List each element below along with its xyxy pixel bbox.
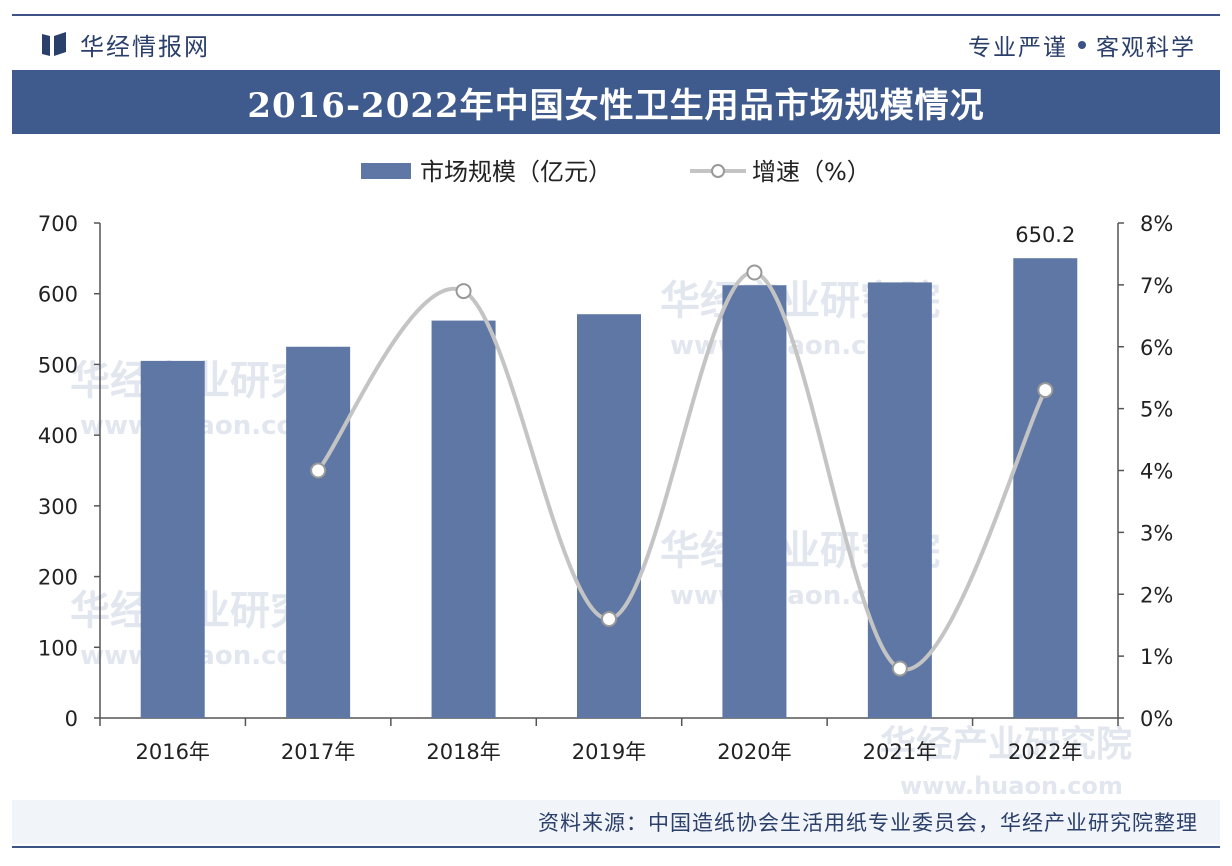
top-divider: [12, 14, 1220, 16]
growth-line-series: [310, 264, 1054, 677]
x-tick-label: 2016年: [135, 740, 209, 764]
right-tick-label: 7%: [1140, 274, 1173, 298]
axes: 0 100 200 300 400 500 600 700 0% 1% 2% 3% 4% 5% 6% 7% 8%…: [38, 212, 1173, 764]
left-tick-label: 200: [38, 566, 78, 590]
x-tick-label: 2021年: [863, 740, 937, 764]
legend-swatch-market-size: [361, 163, 411, 179]
bar: [867, 282, 932, 718]
right-tick-label: 2%: [1140, 583, 1173, 607]
x-tick-label: 2020年: [717, 740, 791, 764]
legend: 市场规模（亿元） 增速（%）: [361, 158, 871, 186]
legend-label-growth: 增速（%）: [752, 158, 871, 186]
left-tick-label: 300: [38, 495, 78, 519]
chart: 华经产业研究院www.huaon.com华经产业研究院www.huaon.com…: [38, 158, 1173, 794]
data-labels: 650.2: [1015, 223, 1075, 247]
bar: [722, 285, 787, 718]
left-tick-label: 400: [38, 424, 78, 448]
growth-point: [601, 611, 617, 627]
bar: [577, 314, 641, 718]
watermark-text: 华经产业研究院: [880, 724, 1132, 765]
left-tick-label: 0: [65, 707, 78, 731]
left-tick-label: 700: [38, 212, 78, 236]
right-tick-label: 8%: [1140, 212, 1173, 236]
growth-point: [310, 462, 327, 479]
x-tick-label: 2017年: [281, 740, 355, 764]
legend-marker-growth: [711, 164, 725, 178]
x-tick-label: 2022年: [1008, 740, 1082, 764]
brand: 华经情报网: [40, 26, 210, 62]
bar: [1013, 258, 1078, 718]
left-tick-label: 600: [38, 283, 78, 307]
right-tick-label: 5%: [1140, 398, 1173, 422]
growth-point: [746, 264, 763, 281]
source-note: 资料来源：中国造纸协会生活用纸专业委员会，华经产业研究院整理: [538, 811, 1198, 835]
slogan-left: 专业严谨: [968, 35, 1068, 61]
source-bar: 资料来源：中国造纸协会生活用纸专业委员会，华经产业研究院整理: [12, 800, 1220, 844]
growth-point: [1037, 382, 1054, 399]
x-tick-label: 2018年: [426, 740, 500, 764]
x-tick-label: 2019年: [572, 740, 646, 764]
chart-title: 2016-2022年中国女性卫生用品市场规模情况: [247, 85, 985, 126]
bar: [286, 346, 351, 718]
right-tick-label: 6%: [1140, 336, 1173, 360]
left-tick-label: 500: [38, 353, 78, 377]
brand-logo-icon: [42, 32, 66, 56]
right-tick-label: 1%: [1140, 645, 1173, 669]
right-tick-label: 3%: [1140, 521, 1173, 545]
bar-data-label: 650.2: [1015, 223, 1075, 247]
bar-series: [140, 258, 1078, 718]
left-tick-label: 100: [38, 636, 78, 660]
growth-point: [891, 660, 908, 677]
slogan: 专业严谨 客观科学: [968, 28, 1196, 62]
watermark-url: www.huaon.com: [900, 772, 1123, 794]
legend-label-market-size: 市场规模（亿元）: [420, 158, 612, 186]
slogan-right: 客观科学: [1096, 35, 1196, 61]
growth-point: [455, 283, 472, 300]
title-bar: 2016-2022年中国女性卫生用品市场规模情况: [12, 70, 1220, 134]
right-tick-label: 4%: [1140, 460, 1173, 484]
slogan-dot-icon: [1078, 41, 1086, 49]
bar: [140, 360, 205, 718]
brand-name: 华经情报网: [80, 32, 210, 61]
right-tick-label: 0%: [1140, 707, 1173, 731]
bottom-divider: [12, 846, 1220, 848]
bar: [431, 320, 496, 718]
